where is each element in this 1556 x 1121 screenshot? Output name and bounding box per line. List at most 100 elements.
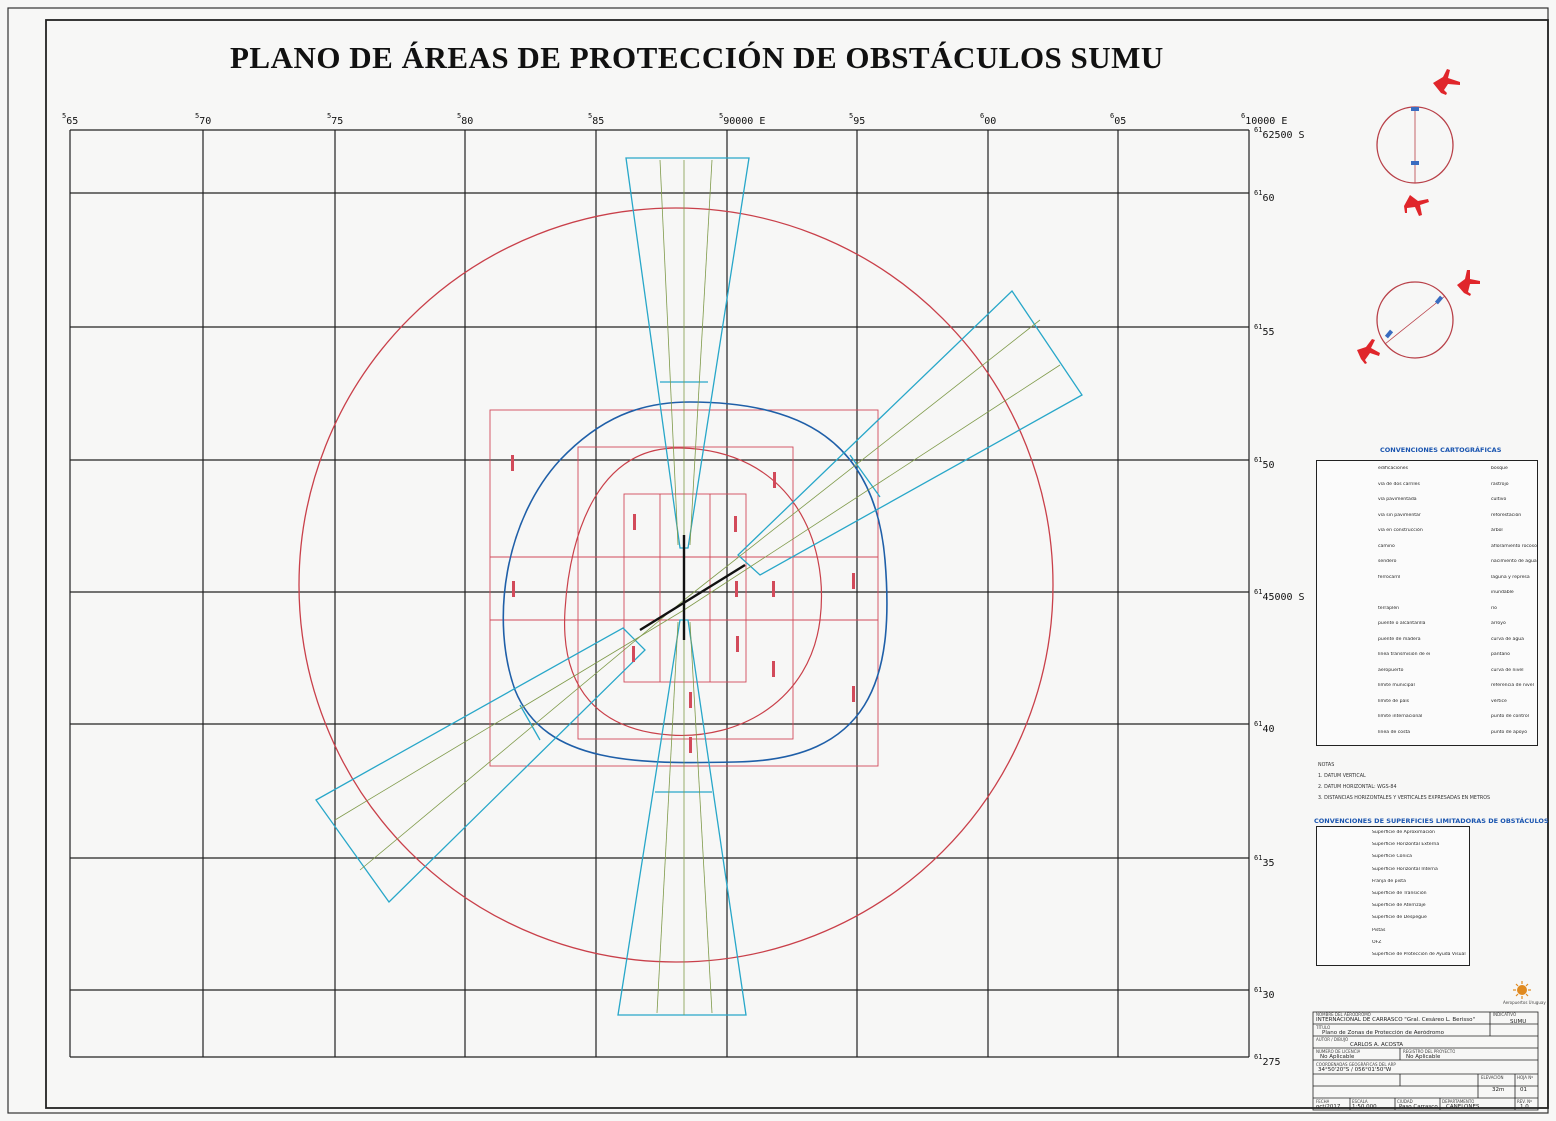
approach-northeast xyxy=(737,289,1083,576)
plan-name: Plano de Zonas de Protección de Aeródrom… xyxy=(1322,1030,1445,1036)
legend-item-label: curva de agua xyxy=(1491,636,1524,642)
legend-item-label: límite de país xyxy=(1378,698,1409,704)
surface-legend-label: Pistas xyxy=(1372,927,1386,933)
cartographic-legend-title: CONVENCIONES CARTOGRÁFICAS xyxy=(1380,446,1502,454)
northing-label: 6130 xyxy=(1254,986,1275,1001)
aircraft-icon-southwest xyxy=(1357,339,1380,364)
elevation-caption: ELEVACIÓN xyxy=(1481,1075,1504,1080)
aerodrome-caption: NOMBRE DEL AERÓDROMO xyxy=(1316,1012,1371,1017)
legend-item-label: reforestación xyxy=(1491,512,1522,518)
aircraft-icon-south xyxy=(1404,195,1429,216)
license-caption: NÚMERO DE LICENCIA xyxy=(1316,1049,1361,1054)
legend-item-label: límite municipal xyxy=(1378,683,1415,688)
easting-label: 585 xyxy=(588,112,605,127)
note-line: 1. DATUM VERTICAL xyxy=(1318,774,1366,779)
legend-item-label: curva de nivel xyxy=(1491,667,1524,673)
author-caption: AUTOR / DIBUJÓ xyxy=(1316,1037,1349,1042)
org-logo xyxy=(1513,981,1531,999)
northing-label: 61275 xyxy=(1254,1053,1281,1068)
orientation-diagram-diag xyxy=(1357,270,1480,364)
easting-label: 590000 E xyxy=(719,112,766,127)
legend-item-label: bosque xyxy=(1491,466,1508,471)
approach-southwest xyxy=(315,627,646,903)
runway-diag-surfaces xyxy=(315,289,1083,903)
northing-label: 6155 xyxy=(1254,323,1275,338)
easting-label: 580 xyxy=(457,112,474,127)
project: No Aplicable xyxy=(1406,1054,1441,1060)
legend-item-label: puente o alcantarilla xyxy=(1378,621,1426,626)
city-caption: CIUDAD xyxy=(1397,1099,1413,1104)
surface-legend-label: Superficie de Aproximación xyxy=(1372,830,1435,835)
zone-inner-square xyxy=(623,493,747,683)
legend-item-label: arroyo xyxy=(1491,621,1506,626)
note-line: 3. DISTANCIAS HORIZONTALES Y VERTICALES … xyxy=(1318,796,1491,801)
legend-item-label: vértice xyxy=(1491,698,1507,704)
legend-item-label: vía sin pavimentar xyxy=(1378,512,1421,518)
surface-legend-label: Superficie de Despegue xyxy=(1372,915,1427,921)
easting-label: 600 xyxy=(980,112,997,127)
legend-item-label: camino xyxy=(1378,543,1395,549)
northing-label: 6140 xyxy=(1254,720,1275,735)
northing-label: 6145000 S xyxy=(1254,588,1305,603)
rev-caption: REV. Nº xyxy=(1517,1099,1532,1104)
surfaces-legend xyxy=(1316,826,1470,966)
dept-caption: DEPARTAMENTO xyxy=(1442,1099,1475,1104)
zone-markers xyxy=(511,455,855,753)
legend-item-label: cultivo xyxy=(1491,497,1507,502)
surface-legend-label: Superficie de Protección de Ayuda Visual xyxy=(1372,952,1466,957)
runway-diag xyxy=(639,563,746,632)
easting-label: 595 xyxy=(849,112,866,127)
license: No Aplicable xyxy=(1320,1054,1355,1060)
legend-item-label: terraplén xyxy=(1378,605,1400,611)
surface-legend-label: OFZ xyxy=(1372,939,1382,945)
note-line: 2. DATUM HORIZONTAL: WGS-84 xyxy=(1318,785,1397,790)
aircraft-icon-north xyxy=(1433,69,1460,95)
easting-label: 565 xyxy=(62,112,79,127)
runways xyxy=(639,535,746,640)
legend-item-label: aeropuerto xyxy=(1378,667,1404,673)
revision: 1.0 xyxy=(1520,1104,1529,1110)
date-caption: FECHA xyxy=(1316,1099,1330,1104)
legend-item-label: punto de apoyo xyxy=(1491,729,1528,735)
sheet-number: 01 xyxy=(1520,1087,1527,1093)
legend-item-label: edificaciones xyxy=(1378,466,1408,471)
legend-item-label: laguna y represa xyxy=(1491,574,1530,580)
coords: 34°50'20"S / 056°01'50"W xyxy=(1318,1067,1392,1073)
plan-title: PLANO DE ÁREAS DE PROTECCIÓN DE OBSTÁCUL… xyxy=(230,40,1164,75)
legend-item-label: rastrojo xyxy=(1491,481,1509,487)
legend-item-label: nacimiento de agua xyxy=(1491,559,1537,564)
legend-item-label: punto de control xyxy=(1491,714,1529,719)
notes: NOTAS 1. DATUM VERTICAL 2. DATUM HORIZON… xyxy=(1318,760,1490,804)
elevation: 32m xyxy=(1492,1087,1505,1093)
city: Paso Carrasco xyxy=(1399,1104,1438,1110)
northing-label: 6162500 S xyxy=(1254,126,1305,141)
approach-sw-mark xyxy=(519,704,541,741)
coords-caption: COORDENADAS GEOGRÁFICAS DEL ARP xyxy=(1316,1062,1396,1067)
surface-legend-label: Superficie Horizontal Interna xyxy=(1372,866,1438,872)
cartographic-legend xyxy=(1316,460,1538,746)
legend-item-label: sendero xyxy=(1378,559,1397,564)
project-caption: REGISTRO DEL PROYECTO xyxy=(1403,1049,1456,1054)
date: oct/2017 xyxy=(1316,1104,1341,1110)
legend-item-label: vía de dos carriles xyxy=(1378,481,1420,487)
surface-legend-label: Superficie Cónica xyxy=(1372,854,1412,860)
legend-item-label: pantano xyxy=(1491,652,1510,657)
legend-item-label: límite internacional xyxy=(1378,714,1423,719)
runway-ns-surfaces xyxy=(617,157,750,1016)
legend-item-label: afloramiento rocoso xyxy=(1491,543,1537,549)
northing-label: 6135 xyxy=(1254,854,1275,869)
northing-label: 6150 xyxy=(1254,456,1275,471)
aerodrome-name: INTERNACIONAL DE CARRASCO "Gral. Cesáreo… xyxy=(1316,1017,1475,1023)
department: CANELONES xyxy=(1446,1104,1480,1110)
inner-border xyxy=(45,19,1549,1109)
legend-item-label: ferrocarril xyxy=(1378,574,1401,580)
legend-item-label: inundable xyxy=(1491,590,1514,595)
legend-item-label: línea de costa xyxy=(1378,729,1411,735)
inner-horizontal-ring xyxy=(563,447,823,737)
sheet-caption: HOJA Nº xyxy=(1517,1075,1534,1080)
notes-label: NOTAS xyxy=(1318,763,1335,768)
easting-label: 605 xyxy=(1110,112,1127,127)
legend-item-label: árbol xyxy=(1491,528,1503,533)
runway-diag-centerlines xyxy=(334,319,1061,871)
